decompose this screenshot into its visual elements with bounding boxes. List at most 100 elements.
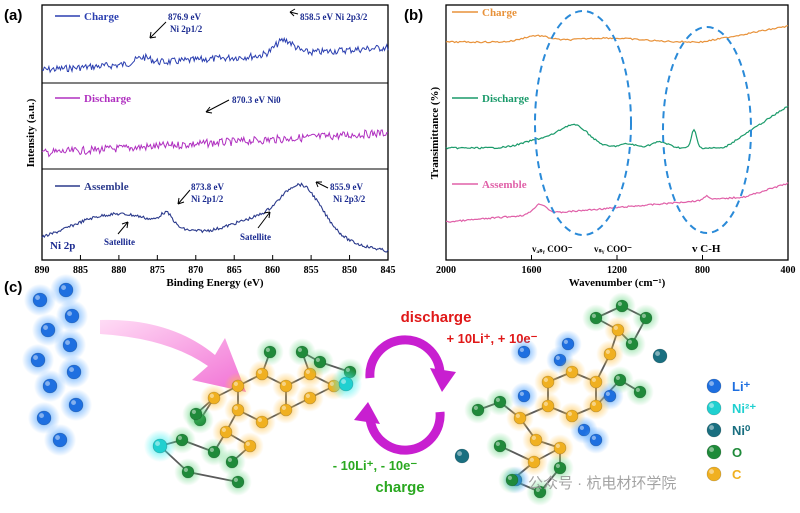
highlight-coo-ellipse xyxy=(534,10,632,236)
watermark: 公众号 · 杭电材环学院 xyxy=(528,474,676,492)
panel-a-xlabel: Binding Energy (eV) xyxy=(166,277,264,289)
atom xyxy=(561,337,575,351)
atom xyxy=(36,410,52,426)
a-tick-label: 865 xyxy=(227,265,242,276)
atom xyxy=(706,378,722,394)
scheme-legend: Li⁺ Ni²⁺ Ni⁰ OC xyxy=(706,378,756,482)
atom xyxy=(40,322,56,338)
legend-charge-a: Charge xyxy=(84,11,119,23)
atom xyxy=(454,448,470,464)
panel-b-frame xyxy=(445,4,789,261)
anno-876-9: 876.9 eV xyxy=(168,12,201,22)
atom xyxy=(541,375,555,389)
panel-a-arrows xyxy=(117,8,329,235)
atom xyxy=(565,409,579,423)
legend-charge-b: Charge xyxy=(482,7,517,19)
atom xyxy=(64,308,80,324)
redox-cycle-arrows xyxy=(354,335,456,455)
atom xyxy=(517,389,531,403)
atom xyxy=(243,439,257,453)
atom xyxy=(505,473,519,487)
atom xyxy=(493,439,507,453)
atom xyxy=(295,345,309,359)
a-tick-label: 860 xyxy=(265,265,280,276)
panel-a-ylabel: Intensity (a.u.) xyxy=(25,98,37,167)
a-tick-label: 890 xyxy=(35,265,50,276)
anno-vasy-coo: vₐₛᵧ COO⁻ xyxy=(532,244,573,254)
atom xyxy=(313,355,327,369)
a-tick-label: 875 xyxy=(150,265,165,276)
b-tick-label: 800 xyxy=(695,265,710,276)
atom xyxy=(706,444,722,460)
curve-charge-b xyxy=(445,25,789,44)
atom xyxy=(219,425,233,439)
anno-satellite-1: Satellite xyxy=(104,237,135,247)
anno-vsy-coo: vₛᵧ COO⁻ xyxy=(594,244,632,254)
atom xyxy=(603,347,617,361)
scheme-legend-label: Ni²⁺ xyxy=(732,401,756,416)
atom xyxy=(611,323,625,337)
atom xyxy=(706,400,722,416)
scheme-legend-label: C xyxy=(732,467,742,482)
li-insertion-arrow xyxy=(100,319,246,392)
b-tick-label: 400 xyxy=(781,265,796,276)
anno-855-9-sub: Ni 2p3/2 xyxy=(333,194,366,204)
atom xyxy=(175,433,189,447)
panel-c: (c) discharge + 10Li⁺, + 10e⁻ - 10Li⁺, -… xyxy=(4,273,756,506)
legend-assemble-b: Assemble xyxy=(482,179,527,191)
discharge-label: discharge xyxy=(401,309,472,326)
atom xyxy=(553,441,567,455)
atom xyxy=(279,379,293,393)
panel-b-xlabel: Wavenumber (cm⁻¹) xyxy=(569,277,666,289)
curve-assemble-b xyxy=(445,182,789,223)
atom xyxy=(66,364,82,380)
atom xyxy=(565,365,579,379)
atom xyxy=(231,475,245,489)
atom xyxy=(513,411,527,425)
anno-vch: v C-H xyxy=(692,243,721,255)
atom xyxy=(152,438,168,454)
panel-b-ylabel: Transimittance (%) xyxy=(429,86,441,179)
atom xyxy=(471,403,485,417)
panel-b-x-ticks: 2000 1600 1200 800 400 xyxy=(436,255,796,276)
b-tick-label: 2000 xyxy=(436,265,456,276)
atom xyxy=(62,337,78,353)
atom xyxy=(517,345,531,359)
atom xyxy=(231,379,245,393)
atom xyxy=(706,466,722,482)
curve-discharge-b xyxy=(445,105,789,150)
atom xyxy=(529,433,543,447)
atom xyxy=(225,455,239,469)
charge-ions-label: - 10Li⁺, - 10e⁻ xyxy=(333,458,418,473)
anno-876-9-sub: Ni 2p1/2 xyxy=(170,24,203,34)
atom xyxy=(533,485,547,499)
a-tick-label: 855 xyxy=(304,265,319,276)
atom xyxy=(589,311,603,325)
anno-873-8-sub: Ni 2p1/2 xyxy=(191,194,224,204)
anno-870-3: 870.3 eV Ni0 xyxy=(232,95,281,105)
panel-c-label: (c) xyxy=(4,279,22,296)
curve-assemble-a xyxy=(41,182,389,253)
atom xyxy=(633,385,647,399)
panel-a-curves xyxy=(41,36,389,253)
atom xyxy=(263,345,277,359)
atom xyxy=(625,337,639,351)
atom xyxy=(589,433,603,447)
atom xyxy=(42,378,58,394)
a-tick-label: 870 xyxy=(188,265,203,276)
atom xyxy=(303,391,317,405)
atom xyxy=(652,348,668,364)
atom xyxy=(189,407,203,421)
anno-satellite-2: Satellite xyxy=(240,232,271,242)
atom xyxy=(255,415,269,429)
b-tick-label: 1200 xyxy=(607,265,627,276)
atom xyxy=(553,461,567,475)
anno-858-5: 858.5 eV Ni 2p3/2 xyxy=(300,12,368,22)
atom xyxy=(32,292,48,308)
atom xyxy=(207,391,221,405)
scheme-legend-label: Ni⁰ xyxy=(732,423,751,438)
anno-873-8: 873.8 eV xyxy=(191,182,224,192)
atom xyxy=(541,399,555,413)
molecule-charged-state xyxy=(143,338,364,496)
